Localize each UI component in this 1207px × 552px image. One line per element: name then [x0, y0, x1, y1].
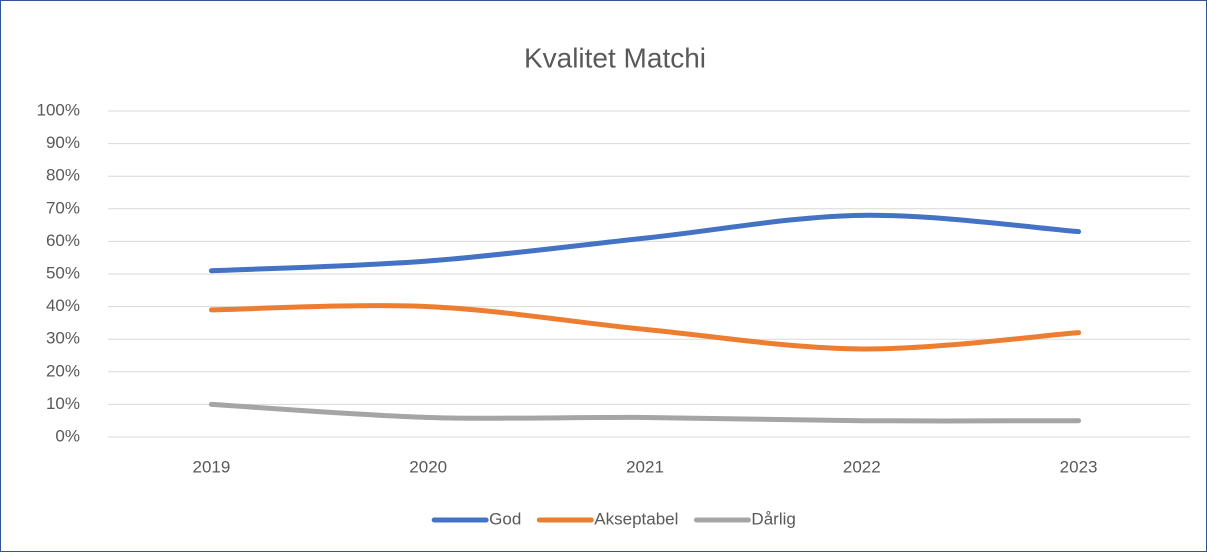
y-tick-label: 20% — [46, 361, 80, 380]
series-line — [208, 401, 1082, 424]
y-tick-label: 30% — [46, 329, 80, 348]
y-tick-label: 60% — [46, 231, 80, 250]
series-line — [208, 212, 1082, 274]
y-tick-label: 10% — [46, 394, 80, 413]
y-tick-label: 80% — [46, 166, 80, 185]
y-tick-label: 90% — [46, 133, 80, 152]
x-tick-label: 2022 — [843, 457, 881, 476]
legend-label: Dårlig — [751, 509, 795, 528]
y-tick-label: 0% — [55, 426, 80, 445]
y-tick-label: 50% — [46, 263, 80, 282]
x-tick-label: 2020 — [409, 457, 447, 476]
y-tick-label: 40% — [46, 296, 80, 315]
chart-title: Kvalitet Matchi — [524, 42, 706, 73]
x-tick-label: 2019 — [192, 457, 230, 476]
legend-label: Akseptabel — [594, 509, 678, 528]
x-tick-label: 2023 — [1060, 457, 1098, 476]
y-tick-label: 100% — [37, 100, 80, 119]
y-tick-label: 70% — [46, 198, 80, 217]
legend-label: God — [489, 509, 521, 528]
series-line — [208, 303, 1082, 352]
x-tick-label: 2021 — [626, 457, 664, 476]
